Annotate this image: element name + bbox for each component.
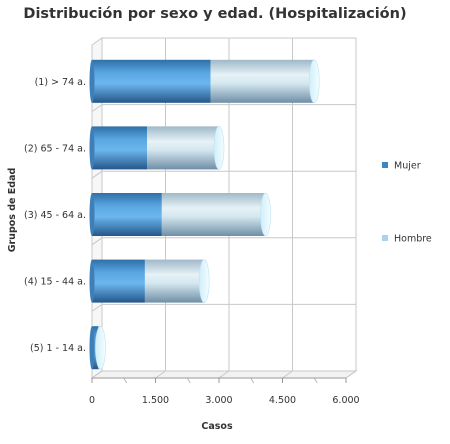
bar-end-cap	[198, 259, 210, 303]
value-gridline-floor	[218, 370, 230, 379]
x-tick-label: 3.000	[205, 395, 232, 406]
category-gridline-side	[91, 104, 103, 113]
bar-end-cap	[95, 325, 106, 370]
y-axis-title: Grupos de Edad	[7, 168, 18, 253]
bar-mujer[interactable]	[92, 259, 145, 303]
x-axis-title: Casos	[201, 421, 233, 432]
value-gridline-floor	[345, 370, 357, 379]
bar-end-cap	[308, 59, 320, 104]
value-gridline-floor	[282, 370, 293, 379]
y-tick-label: (3) 45 - 64 a.	[24, 210, 86, 221]
bar-mujer[interactable]	[92, 193, 162, 236]
x-minor-tick	[186, 377, 191, 384]
category-gridline-side	[91, 170, 103, 179]
x-minor-tick	[250, 377, 255, 384]
legend-label-hombre: Hombre	[394, 234, 432, 245]
y-tick-label: (5) 1 - 14 a.	[30, 343, 86, 354]
bar-left-cap	[89, 326, 95, 370]
bar-left-cap	[89, 59, 95, 103]
legend-swatch-hombre	[382, 235, 388, 241]
bar-end-cap	[213, 126, 225, 170]
x-tick-label: 4.500	[269, 395, 296, 406]
x-minor-tick	[123, 377, 128, 384]
x-minor-tick	[313, 377, 318, 384]
x-tick-label: 1.500	[142, 395, 169, 406]
bar-hombre[interactable]	[144, 259, 205, 303]
value-gridline-floor	[91, 370, 103, 379]
category-gridline-side	[91, 237, 103, 246]
bar-hombre[interactable]	[147, 126, 219, 170]
category-gridline-side	[91, 303, 103, 312]
chart-title: Distribución por sexo y edad. (Hospitali…	[23, 6, 407, 22]
legend-label-mujer: Mujer	[394, 161, 421, 172]
bar-left-cap	[89, 259, 95, 303]
bar-hombre[interactable]	[210, 59, 315, 103]
bar-left-cap	[89, 193, 95, 236]
x-tick-label: 0	[89, 395, 95, 406]
bar-end-cap	[260, 192, 271, 237]
legend-swatch-mujer	[382, 162, 388, 168]
bar-mujer[interactable]	[92, 126, 148, 170]
y-tick-label: (2) 65 - 74 a.	[24, 143, 86, 154]
y-tick-label: (1) > 74 a.	[35, 77, 86, 88]
x-tick-label: 6.000	[332, 395, 359, 406]
bar-left-cap	[89, 126, 95, 170]
value-gridline-floor	[155, 370, 166, 379]
y-tick-label: (4) 15 - 44 a.	[24, 277, 86, 288]
bar-hombre[interactable]	[161, 193, 266, 236]
bar-mujer[interactable]	[92, 59, 211, 103]
